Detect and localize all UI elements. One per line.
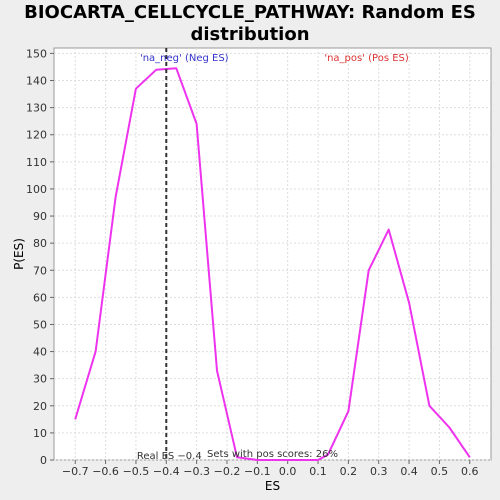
x-tick-label: −0.4 — [153, 465, 180, 478]
pos-scores-label: Sets with pos scores: 26% — [207, 449, 338, 460]
x-tick-label: 0.1 — [309, 465, 327, 478]
x-tick-label: −0.7 — [62, 465, 89, 478]
chart-title: BIOCARTA_CELLCYCLE_PATHWAY: Random ES di… — [24, 2, 476, 45]
series-group — [74, 48, 471, 461]
grid — [54, 48, 491, 461]
x-tick-label: 0.6 — [461, 465, 479, 478]
x-tick-label: −0.5 — [123, 465, 150, 478]
x-axis-title: ES — [265, 479, 280, 493]
x-tick-label: −0.6 — [92, 465, 119, 478]
x-tick-label: −0.1 — [244, 465, 271, 478]
x-tick-label: 0.3 — [370, 465, 388, 478]
y-tick-label: 80 — [33, 237, 47, 250]
y-tick-label: 140 — [26, 75, 47, 88]
y-tick-label: 150 — [26, 47, 47, 60]
y-tick-label: 100 — [26, 183, 47, 196]
y-tick-label: 90 — [33, 210, 47, 223]
x-tick-label: −0.3 — [183, 465, 210, 478]
x-tick-label: −0.2 — [214, 465, 241, 478]
y-axis-title: P(ES) — [12, 238, 26, 270]
y-tick-label: 0 — [40, 454, 47, 467]
y-tick-label: 70 — [33, 264, 47, 277]
y-tick-label: 10 — [33, 427, 47, 440]
y-tick-label: 30 — [33, 373, 47, 386]
y-tick-label: 40 — [33, 346, 47, 359]
series-line — [74, 67, 471, 461]
x-tick-label: 0.4 — [400, 465, 418, 478]
y-tick-label: 120 — [26, 129, 47, 142]
plot-area — [53, 47, 492, 461]
y-tick-label: 110 — [26, 156, 47, 169]
y-tick-label: 50 — [33, 318, 47, 331]
real-es-label: Real ES −0.4 — [137, 451, 202, 462]
axes: 0 10 20 30 40 50 60 70 80 90 100 110 120 130 140 150 −0.… — [26, 47, 479, 478]
x-tick-label: 0.5 — [431, 465, 449, 478]
pos-es-label: 'na_pos' (Pos ES) — [324, 53, 409, 64]
annotations: 'na_neg' (Neg ES) 'na_pos' (Pos ES) Real… — [137, 53, 409, 462]
y-tick-label: 60 — [33, 291, 47, 304]
y-tick-label: 20 — [33, 400, 47, 413]
x-tick-label: 0.0 — [279, 465, 297, 478]
y-tick-label: 130 — [26, 102, 47, 115]
neg-es-label: 'na_neg' (Neg ES) — [140, 53, 229, 64]
x-tick-label: 0.2 — [340, 465, 358, 478]
